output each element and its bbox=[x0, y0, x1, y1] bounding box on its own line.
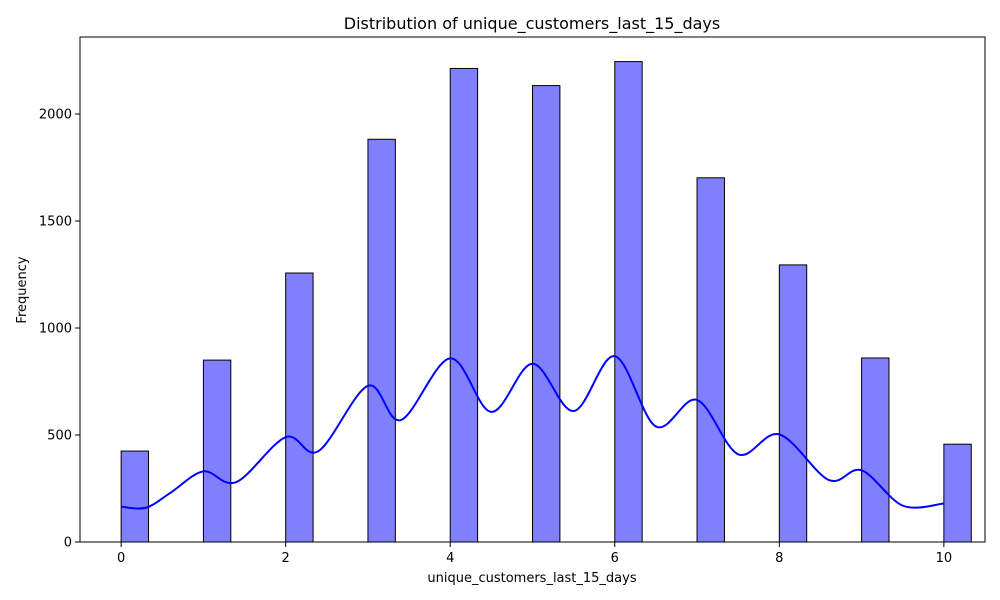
histogram-bar-8 bbox=[778, 264, 808, 543]
y-tick-label-1500: 1500 bbox=[39, 215, 72, 230]
x-tick-label-2: 2 bbox=[282, 551, 290, 566]
plot-frame bbox=[79, 36, 986, 543]
histogram-bar-2 bbox=[285, 272, 314, 543]
kde-line bbox=[121, 355, 944, 510]
bars-layer bbox=[120, 61, 972, 543]
histogram-bar-1 bbox=[202, 359, 232, 543]
y-tick-label-0: 0 bbox=[64, 536, 72, 551]
x-tick-label-0: 0 bbox=[117, 551, 125, 566]
y-tick-label-1000: 1000 bbox=[39, 322, 72, 337]
y-tick-label-2000: 2000 bbox=[39, 108, 72, 123]
y-axis-label: Frequency bbox=[15, 256, 30, 323]
y-tick-label-500: 500 bbox=[47, 429, 72, 444]
histogram-bar-10 bbox=[943, 443, 972, 543]
histogram-bar-0 bbox=[120, 450, 150, 543]
histogram-bar-5 bbox=[532, 85, 561, 543]
x-tick-label-6: 6 bbox=[611, 551, 619, 566]
x-tick-label-8: 8 bbox=[775, 551, 783, 566]
x-axis-ticks: 0 2 4 6 8 10 bbox=[117, 542, 952, 566]
x-tick-label-10: 10 bbox=[936, 551, 953, 566]
y-axis-ticks: 0 500 1000 1500 2000 bbox=[39, 108, 80, 551]
histogram-bar-7 bbox=[696, 177, 725, 543]
histogram-bar-3 bbox=[367, 138, 396, 543]
x-axis-label: unique_customers_last_15_days bbox=[427, 571, 636, 586]
histogram-bar-6 bbox=[614, 61, 643, 543]
chart-title: Distribution of unique_customers_last_15… bbox=[344, 14, 720, 34]
histogram-bar-4 bbox=[449, 67, 479, 543]
histogram-bar-9 bbox=[861, 357, 890, 543]
x-tick-label-4: 4 bbox=[446, 551, 454, 566]
